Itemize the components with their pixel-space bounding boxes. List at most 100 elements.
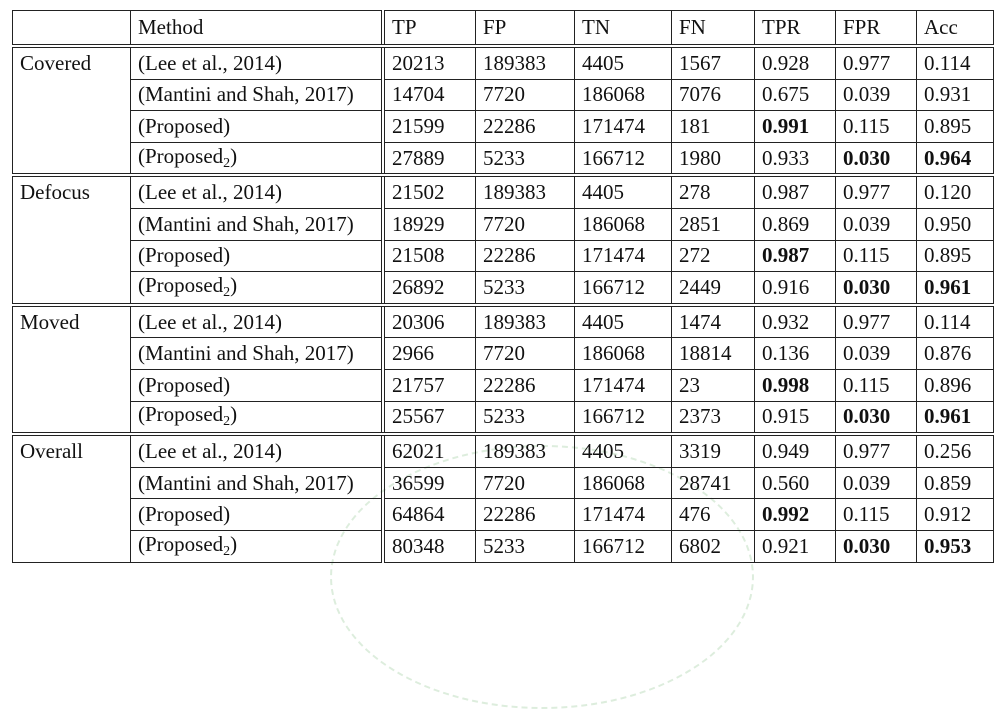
cell-fp: 7720	[475, 207, 575, 241]
cell-acc-value: 0.114	[924, 50, 971, 75]
table-row: Moved (Lee et al., 2014) 20306 189383 4405 14…	[12, 304, 994, 338]
cell-tn: 171474	[574, 110, 672, 143]
cell-fp: 5233	[475, 271, 575, 307]
row-category: Defocus	[12, 175, 131, 209]
cell-acc: 0.961	[916, 400, 994, 437]
row-category	[12, 240, 131, 272]
cell-fpr-value: 0.039	[843, 211, 891, 236]
method-label: (Proposed)	[138, 502, 231, 527]
row-category: Overall	[12, 434, 131, 468]
cell-fp-value: 189383	[483, 50, 546, 75]
cell-tp: 14704	[381, 78, 476, 111]
cell-fn-value: 278	[679, 180, 711, 205]
method-label: (Mantini and Shah, 2017)	[138, 82, 354, 107]
cell-tp: 21757	[381, 368, 476, 402]
cell-fpr-value: 0.115	[843, 502, 890, 527]
cell-acc-value: 0.953	[924, 533, 972, 558]
cell-tp: 21502	[381, 175, 476, 209]
cell-fpr: 0.030	[835, 400, 917, 437]
table-row: (Mantini and Shah, 2017) 18929 7720 186068 2…	[12, 207, 994, 241]
cell-fn: 1474	[671, 304, 755, 338]
cell-tn-value: 166712	[582, 274, 645, 299]
row-category	[12, 110, 131, 143]
header-tn: TN	[574, 10, 672, 48]
cell-tp-value: 80348	[392, 533, 445, 558]
row-method: (Mantini and Shah, 2017)	[130, 337, 383, 370]
cell-fpr-value: 0.977	[843, 438, 891, 463]
cell-fp: 189383	[475, 304, 575, 338]
cell-fpr: 0.039	[835, 207, 917, 241]
method-subscript: 2	[223, 543, 231, 559]
cell-tp-value: 20306	[392, 309, 445, 334]
method-subscript: 2	[223, 284, 231, 300]
header-tp: TP	[381, 10, 476, 48]
table-body: Covered (Lee et al., 2014) 20213 189383 4405…	[12, 46, 994, 563]
cell-fn: 476	[671, 498, 755, 531]
cell-fpr: 0.039	[835, 466, 917, 499]
cell-fp-value: 22286	[483, 243, 536, 268]
cell-tp-value: 2966	[392, 341, 434, 366]
cell-tn-value: 186068	[582, 82, 645, 107]
cell-tpr: 0.675	[754, 78, 836, 111]
row-category	[12, 142, 131, 178]
method-subscript: 2	[223, 155, 231, 171]
cell-fpr-value: 0.977	[843, 50, 891, 75]
cell-fp-value: 22286	[483, 113, 536, 138]
cell-fp-value: 7720	[483, 341, 525, 366]
cell-tpr-value: 0.949	[762, 438, 810, 463]
row-method: (Mantini and Shah, 2017)	[130, 207, 383, 241]
cell-fn: 28741	[671, 466, 755, 499]
cell-tp: 80348	[381, 529, 476, 563]
cell-fp-value: 5233	[483, 533, 525, 558]
cell-tn: 186068	[574, 337, 672, 370]
cell-acc: 0.896	[916, 368, 994, 402]
cell-tn: 4405	[574, 304, 672, 338]
cell-tpr-value: 0.992	[762, 502, 810, 527]
row-category	[12, 337, 131, 370]
cell-acc-value: 0.961	[924, 274, 972, 299]
cell-fp: 189383	[475, 46, 575, 80]
cell-fp-value: 189383	[483, 438, 546, 463]
cell-fp: 7720	[475, 466, 575, 499]
cell-fp-value: 5233	[483, 404, 525, 429]
row-category: Moved	[12, 304, 131, 338]
cell-fn-value: 23	[679, 372, 700, 397]
cell-acc: 0.859	[916, 466, 994, 499]
cell-acc: 0.895	[916, 110, 994, 143]
method-label: (Lee et al., 2014)	[138, 438, 283, 463]
row-category	[12, 498, 131, 531]
cell-tn: 186068	[574, 78, 672, 111]
cell-tpr: 0.915	[754, 400, 836, 437]
cell-acc-value: 0.114	[924, 309, 971, 334]
cell-acc: 0.950	[916, 207, 994, 241]
cell-tpr: 0.921	[754, 529, 836, 563]
method-label: (Proposed	[138, 143, 224, 168]
method-label: (Mantini and Shah, 2017)	[138, 211, 354, 236]
cell-fp: 7720	[475, 78, 575, 111]
cell-tpr-value: 0.916	[762, 274, 810, 299]
cell-fpr-value: 0.030	[843, 145, 891, 170]
row-method: (Proposed2)	[130, 529, 383, 563]
header-tpr: TPR	[754, 10, 836, 48]
cell-tn: 4405	[574, 434, 672, 468]
cell-tp: 21599	[381, 110, 476, 143]
cell-fp: 189383	[475, 434, 575, 468]
cell-acc-value: 0.931	[924, 82, 972, 107]
cell-fp: 189383	[475, 175, 575, 209]
header-fn: FN	[671, 10, 755, 48]
header-fp: FP	[475, 10, 575, 48]
row-method: (Lee et al., 2014)	[130, 46, 383, 80]
cell-fn-value: 18814	[679, 341, 732, 366]
cell-tn: 186068	[574, 466, 672, 499]
cell-tpr-value: 0.987	[762, 243, 810, 268]
cell-fn-value: 1474	[679, 309, 721, 334]
table-row: (Mantini and Shah, 2017) 36599 7720 186068 2…	[12, 466, 994, 499]
cell-tpr: 0.949	[754, 434, 836, 468]
cell-acc: 0.876	[916, 337, 994, 370]
cell-tp-value: 20213	[392, 50, 445, 75]
cell-tp-value: 25567	[392, 404, 445, 429]
row-category	[12, 208, 131, 241]
method-label: (Lee et al., 2014)	[138, 50, 283, 75]
table-row: (Proposed) 64864 22286 171474 476 0.992 0.115 0…	[12, 498, 994, 531]
cell-fn: 18814	[671, 337, 755, 370]
